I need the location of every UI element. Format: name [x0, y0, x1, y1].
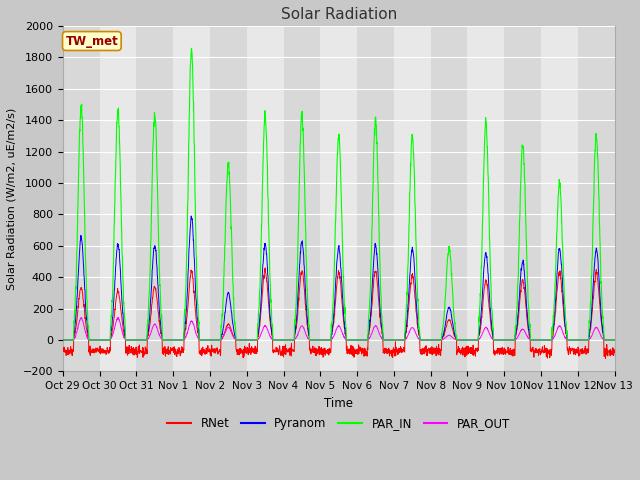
- PAR_OUT: [611, 337, 618, 343]
- Pyranom: [188, 213, 195, 219]
- PAR_IN: [367, 270, 374, 276]
- Bar: [320, 26, 357, 372]
- Bar: [504, 26, 541, 372]
- Pyranom: [367, 310, 374, 315]
- Bar: [357, 26, 394, 372]
- Pyranom: [213, 337, 221, 343]
- PAR_OUT: [562, 336, 570, 341]
- Title: Solar Radiation: Solar Radiation: [280, 7, 397, 22]
- PAR_OUT: [577, 337, 585, 343]
- RNet: [562, 330, 570, 336]
- Bar: [578, 26, 614, 372]
- Bar: [467, 26, 504, 372]
- Y-axis label: Solar Radiation (W/m2, uE/m2/s): Solar Radiation (W/m2, uE/m2/s): [7, 108, 17, 290]
- Bar: [136, 26, 173, 372]
- PAR_IN: [562, 319, 570, 324]
- Bar: [541, 26, 578, 372]
- Pyranom: [59, 337, 67, 343]
- PAR_OUT: [355, 337, 362, 343]
- PAR_IN: [499, 337, 507, 343]
- PAR_OUT: [59, 337, 67, 343]
- Text: TW_met: TW_met: [65, 35, 118, 48]
- RNet: [602, 356, 609, 361]
- Bar: [284, 26, 320, 372]
- Bar: [614, 26, 640, 372]
- Legend: RNet, Pyranom, PAR_IN, PAR_OUT: RNet, Pyranom, PAR_IN, PAR_OUT: [163, 412, 515, 435]
- Pyranom: [562, 327, 570, 333]
- Bar: [173, 26, 210, 372]
- Pyranom: [499, 337, 507, 343]
- Line: PAR_OUT: PAR_OUT: [63, 318, 614, 340]
- PAR_IN: [213, 337, 221, 343]
- X-axis label: Time: Time: [324, 396, 353, 410]
- PAR_OUT: [367, 333, 374, 339]
- Bar: [431, 26, 467, 372]
- RNet: [212, 348, 220, 354]
- PAR_IN: [355, 337, 362, 343]
- PAR_IN: [59, 337, 67, 343]
- PAR_IN: [577, 337, 585, 343]
- PAR_IN: [611, 337, 618, 343]
- Bar: [210, 26, 246, 372]
- PAR_OUT: [499, 337, 507, 343]
- Bar: [394, 26, 431, 372]
- RNet: [367, 316, 374, 322]
- Bar: [99, 26, 136, 372]
- RNet: [499, 349, 507, 355]
- PAR_OUT: [213, 337, 221, 343]
- RNet: [261, 265, 269, 271]
- RNet: [59, 347, 67, 353]
- Pyranom: [611, 337, 618, 343]
- RNet: [355, 342, 362, 348]
- PAR_OUT: [77, 315, 85, 321]
- Line: RNet: RNet: [63, 268, 614, 359]
- PAR_IN: [188, 46, 195, 51]
- Line: PAR_IN: PAR_IN: [63, 48, 614, 340]
- RNet: [577, 348, 585, 353]
- RNet: [611, 348, 618, 353]
- Bar: [246, 26, 284, 372]
- Line: Pyranom: Pyranom: [63, 216, 614, 340]
- Bar: [63, 26, 99, 372]
- Pyranom: [355, 337, 362, 343]
- Pyranom: [577, 337, 585, 343]
